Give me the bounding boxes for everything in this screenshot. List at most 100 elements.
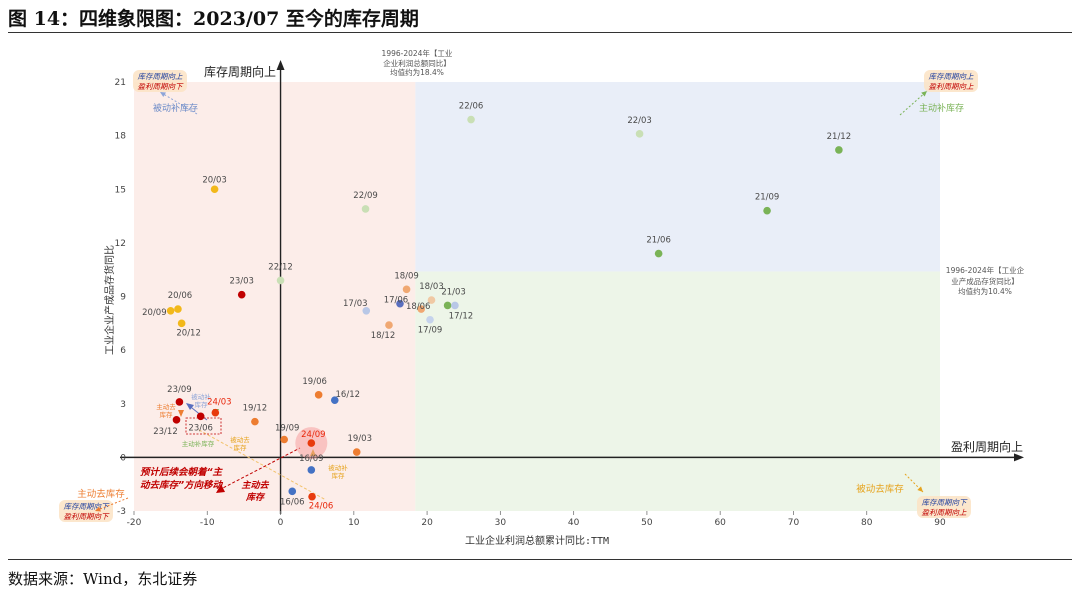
x-tick-label: 80 (861, 518, 873, 528)
corner-legend-line: 库存周期向下 (922, 498, 968, 507)
data-label: 16/12 (336, 390, 361, 400)
y-tick-label: 15 (115, 185, 126, 195)
blue-arrow-head (186, 403, 194, 410)
data-label: 22/09 (353, 191, 378, 201)
figure-title: 图 14：四维象限图：2023/07 至今的库存周期 (8, 8, 419, 30)
corner-legend-box (133, 70, 187, 92)
chart-annotation: 库存 (332, 471, 346, 480)
data-label: 16/06 (280, 497, 305, 507)
profit-mean-note: 企业利润总额同比】 (383, 58, 451, 68)
trajectory-line (198, 429, 327, 501)
data-label: 19/06 (302, 377, 327, 387)
direction-arrow-head (921, 91, 927, 97)
inventory-mean-note: 均值约为10.4% (958, 286, 1012, 296)
direction-arrow-head (160, 92, 166, 98)
data-label: 23/03 (229, 277, 254, 287)
data-point (177, 319, 186, 328)
data-label: 22/03 (627, 116, 652, 126)
data-point (308, 492, 316, 501)
data-label: 21/12 (827, 132, 852, 142)
data-label: 21/06 (646, 236, 671, 246)
x-tick-label: 30 (495, 518, 507, 528)
data-label: 23/12 (153, 427, 178, 437)
data-label: 24/06 (309, 502, 334, 512)
active-restock-zone (415, 82, 940, 272)
x-tick-label: -10 (200, 518, 215, 528)
x-tick-label: 60 (714, 518, 726, 528)
x-tick-label: 90 (934, 518, 946, 528)
y-tick-label: 3 (120, 400, 126, 410)
data-point (443, 301, 452, 310)
y-axis-label: 工业企业产成品存货同比 (103, 245, 116, 355)
data-point (196, 412, 205, 421)
data-point (175, 398, 184, 406)
chart-annotation: 主动补库存 (919, 102, 964, 114)
data-label: 24/09 (301, 430, 326, 440)
quadrant-backgrounds (134, 82, 940, 511)
y-tick-label: 12 (115, 239, 126, 249)
corner-legend-box (924, 70, 978, 92)
data-point (763, 206, 771, 215)
chart-annotation: 预计后续会朝着“主 (140, 466, 224, 478)
data-point (307, 466, 316, 474)
data-label: 23/06 (188, 423, 213, 433)
chart-annotation: 被动补 (191, 392, 211, 401)
data-label: 18/06 (406, 302, 431, 312)
direction-arrow-line (94, 497, 129, 512)
orange-marker (178, 410, 184, 417)
data-label: 20/06 (168, 291, 193, 301)
data-point (362, 307, 371, 315)
x-tick-label: 50 (641, 518, 653, 528)
chart-annotation: 被动补 (328, 463, 348, 472)
data-label: 17/06 (384, 296, 409, 306)
data-label: 17/09 (418, 326, 443, 336)
data-label: 19/12 (243, 404, 268, 414)
data-points: 22/06 22/03 21/12 21/09 21/06 22/09 20/03 23/03… (142, 102, 851, 512)
data-point (330, 396, 339, 404)
data-point (237, 290, 246, 299)
corner-legend-line: 库存周期向上 (929, 72, 974, 81)
passive-zone-left (134, 82, 281, 511)
bottom-rule (8, 559, 1072, 560)
data-point (427, 296, 436, 304)
chart-annotation: 动去库存”方向移动 (140, 479, 224, 491)
data-point (361, 205, 370, 213)
data-point (426, 315, 434, 324)
active-destock-zone (415, 271, 940, 511)
chart-annotation: 被动补库存 (153, 102, 198, 114)
data-label: 21/09 (755, 193, 780, 203)
data-point (251, 417, 259, 426)
data-point (280, 435, 289, 444)
data-label: 22/12 (268, 262, 293, 272)
forecast-line (218, 447, 301, 491)
data-point (211, 408, 220, 417)
data-point (451, 301, 459, 310)
quadrant-chart: -20 -10 0 10 20 30 40 50 60 70 80 90 -3 0 3 6 9 12 15 18 21 工… (59, 48, 1025, 547)
profit-mean-note: 1996-2024年【工业 (382, 48, 453, 58)
data-point (276, 276, 285, 285)
data-label: 24/03 (207, 398, 232, 408)
data-point (396, 299, 404, 308)
corner-legend-line: 库存周期向上 (138, 72, 183, 81)
data-label: 20/12 (176, 328, 201, 338)
source-note: 数据来源：Wind，东北证券 (8, 570, 198, 588)
chart-annotation: 被动去 (230, 435, 250, 444)
data-label: 19/09 (275, 424, 300, 434)
y-tick-label: 0 (120, 453, 126, 463)
data-point (314, 391, 323, 399)
data-point (352, 448, 361, 456)
data-point (172, 416, 181, 424)
x-tick-label: 10 (348, 518, 360, 528)
chart-annotation: 库存 (160, 410, 174, 419)
data-point (174, 305, 182, 313)
forecast-arrow-head (216, 484, 225, 493)
chart-annotation: 主动去 (241, 480, 269, 491)
x-tick-label: 20 (421, 518, 433, 528)
axes: -20 -10 0 10 20 30 40 50 60 70 80 90 -3 0 3 6 9 12 15 18 21 工… (103, 60, 1024, 547)
y-tick-label: 6 (120, 346, 126, 356)
x-tick-label: 70 (788, 518, 800, 528)
data-point (385, 321, 393, 329)
data-label: 16/09 (299, 454, 324, 464)
chart-annotation: 库存 (245, 492, 266, 503)
data-label: 19/03 (347, 434, 372, 444)
